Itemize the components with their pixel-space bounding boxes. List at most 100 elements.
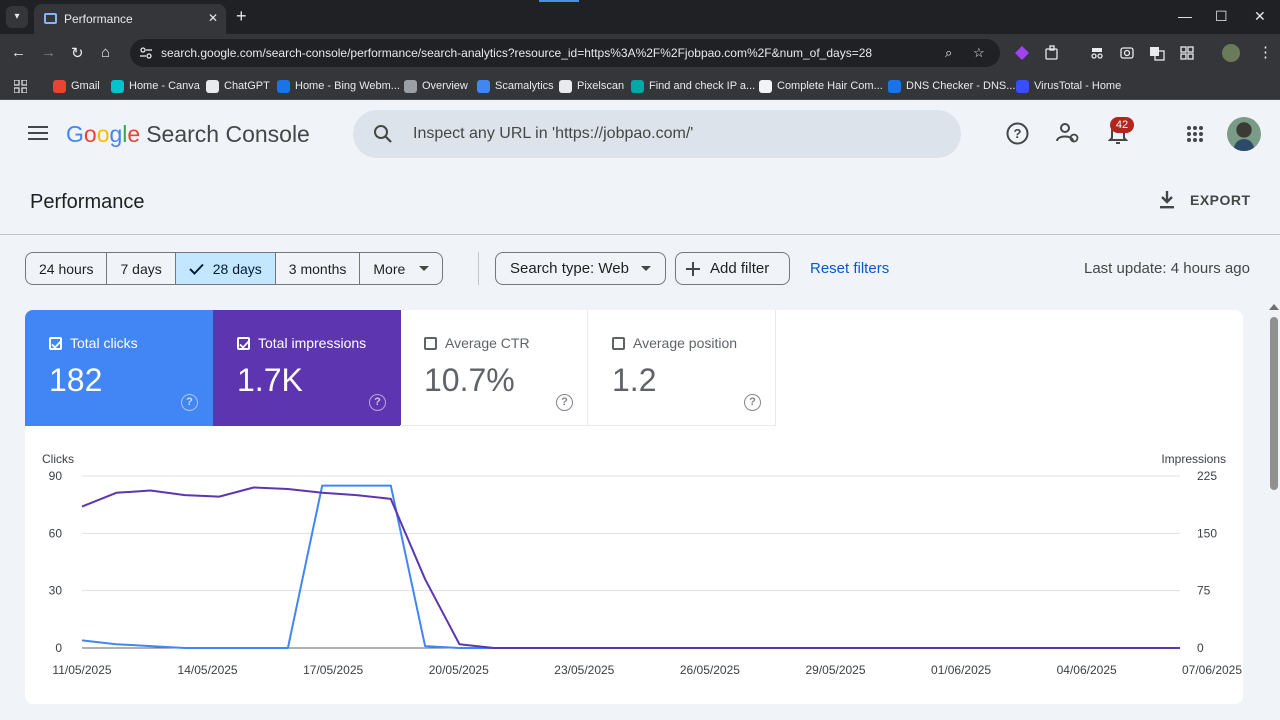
x-tick-label: 14/05/2025 — [178, 663, 238, 677]
bookmark-hair-company[interactable]: Complete Hair Com... — [759, 77, 883, 95]
performance-chart[interactable]: Clicks Impressions 0 30 60 90 0 75 150 225 11/05… — [25, 310, 1243, 704]
plus-icon — [686, 261, 700, 276]
close-window-icon[interactable]: ✕ — [1254, 8, 1266, 24]
bookmark-ip-checker[interactable]: Find and check IP a... — [631, 77, 755, 95]
extension-camera-icon[interactable] — [1119, 45, 1135, 61]
bookmark-gmail[interactable]: Gmail — [53, 77, 100, 95]
checkbox-unchecked-icon[interactable] — [612, 337, 625, 350]
help-circle-icon[interactable]: ? — [744, 394, 761, 411]
bookmarks-bar: Gmail Home - Canva ChatGPT Home - Bing W… — [0, 72, 1280, 100]
tab-search-button[interactable]: ▾ — [6, 6, 28, 28]
metric-total-impressions[interactable]: Total impressions 1.7K ? — [213, 310, 401, 426]
checkbox-checked-icon[interactable] — [49, 337, 62, 350]
close-tab-icon[interactable]: ✕ — [207, 11, 218, 25]
range-28-days-button[interactable]: 28 days — [175, 253, 276, 284]
canva-icon — [111, 79, 124, 93]
search-console-favicon-icon — [44, 13, 57, 24]
overview-icon — [404, 79, 417, 93]
bookmark-pixelscan[interactable]: Pixelscan — [559, 77, 624, 95]
range-7-days-button[interactable]: 7 days — [107, 253, 176, 284]
forward-icon[interactable]: → — [41, 44, 56, 61]
bookmark-overview[interactable]: Overview — [404, 77, 468, 95]
right-tick-label: 225 — [1197, 469, 1217, 483]
right-axis-title: Impressions — [1161, 452, 1226, 466]
bookmark-canva[interactable]: Home - Canva — [111, 77, 200, 95]
page-title: Performance — [30, 191, 145, 213]
series-line-total-impressions[interactable] — [81, 486, 1180, 649]
extension-translate-icon[interactable] — [1149, 45, 1165, 61]
virustotal-icon — [1016, 79, 1029, 93]
left-tick-label: 60 — [49, 526, 63, 540]
download-icon — [1160, 191, 1174, 209]
extensions-puzzle-icon[interactable] — [1044, 45, 1060, 61]
metric-label: Total impressions — [258, 335, 367, 351]
zoom-icon[interactable]: ⌕ — [945, 45, 953, 60]
header-divider — [0, 234, 1280, 235]
metric-average-ctr[interactable]: Average CTR 10.7% ? — [400, 310, 588, 426]
user-settings-icon[interactable] — [1056, 122, 1080, 144]
range-24-hours-button[interactable]: 24 hours — [26, 253, 108, 284]
address-bar[interactable]: search.google.com/search-console/perform… — [130, 39, 1000, 67]
search-console-logo[interactable]: Google Search Console — [66, 121, 310, 147]
filter-divider — [478, 252, 479, 285]
reset-filters-link[interactable]: Reset filters — [810, 260, 890, 277]
metric-value: 1.7K — [237, 362, 303, 398]
bookmark-scamalytics[interactable]: Scamalytics — [477, 77, 554, 95]
help-icon[interactable]: ? — [1006, 122, 1029, 145]
new-tab-icon[interactable]: + — [236, 6, 247, 26]
bookmark-virustotal[interactable]: VirusTotal - Home — [1016, 77, 1121, 95]
url-inspection-input[interactable] — [413, 122, 933, 146]
range-more-dropdown[interactable]: More — [360, 253, 442, 284]
help-circle-icon[interactable]: ? — [369, 394, 386, 411]
metric-total-clicks[interactable]: Total clicks 182 ? — [25, 310, 213, 426]
browser-profile-avatar[interactable] — [1222, 44, 1240, 62]
extension-incognito-icon[interactable] — [1089, 45, 1105, 61]
export-button[interactable]: EXPORT — [1158, 190, 1251, 210]
x-tick-label: 07/06/2025 — [1182, 663, 1242, 677]
google-apps-icon[interactable] — [1186, 125, 1204, 143]
home-icon[interactable]: ⌂ — [101, 44, 111, 61]
x-tick-label: 29/05/2025 — [805, 663, 865, 677]
bookmark-dns-checker[interactable]: DNS Checker - DNS... — [888, 77, 1015, 95]
checkbox-checked-icon[interactable] — [237, 337, 250, 350]
metric-value: 10.7% — [424, 362, 515, 398]
dropdown-arrow-icon — [640, 265, 651, 271]
account-avatar[interactable] — [1227, 117, 1261, 151]
back-icon[interactable]: ← — [11, 44, 26, 61]
bookmark-star-icon[interactable]: ☆ — [973, 45, 985, 60]
apps-grid-icon[interactable] — [14, 80, 27, 93]
scroll-up-arrow-icon[interactable] — [1269, 304, 1279, 310]
scrollbar-thumb[interactable] — [1270, 317, 1278, 490]
dropdown-arrow-icon — [419, 265, 430, 271]
browser-menu-icon[interactable]: ⋮ — [1258, 44, 1273, 61]
add-filter-button[interactable]: Add filter — [675, 252, 790, 285]
metric-label: Average position — [633, 335, 738, 351]
bookmark-bing-webmaster[interactable]: Home - Bing Webm... — [277, 77, 400, 95]
dns-checker-icon — [888, 79, 901, 93]
url-inspection-search[interactable] — [353, 110, 961, 158]
browser-toolbar: ← → ↻ ⌂ search.google.com/search-console… — [0, 34, 1280, 72]
range-3-months-button[interactable]: 3 months — [276, 253, 361, 284]
search-type-dropdown[interactable]: Search type: Web — [495, 252, 666, 285]
right-tick-label: 0 — [1197, 641, 1204, 655]
main-menu-icon[interactable] — [28, 126, 48, 142]
x-tick-label: 26/05/2025 — [680, 663, 740, 677]
site-info-icon[interactable] — [139, 46, 153, 60]
browser-tab-bar: ▾ Performance ✕ + — ☐ ✕ — [0, 0, 1280, 34]
scamalytics-icon — [477, 79, 490, 93]
search-icon — [374, 125, 392, 143]
minimize-icon[interactable]: — — [1178, 8, 1192, 24]
bookmark-chatgpt[interactable]: ChatGPT — [206, 77, 270, 95]
help-circle-icon[interactable]: ? — [181, 394, 198, 411]
browser-tab-performance[interactable]: Performance ✕ — [34, 4, 226, 34]
extension-grid-icon[interactable] — [1179, 45, 1195, 61]
url-text: search.google.com/search-console/perform… — [161, 46, 873, 60]
reload-icon[interactable]: ↻ — [71, 45, 84, 62]
maximize-icon[interactable]: ☐ — [1215, 8, 1228, 24]
extension-diamond-icon[interactable] — [1014, 45, 1030, 61]
series-line-total-clicks[interactable] — [81, 484, 1180, 649]
metric-average-position[interactable]: Average position 1.2 ? — [588, 310, 776, 426]
help-circle-icon[interactable]: ? — [556, 394, 573, 411]
checkbox-unchecked-icon[interactable] — [424, 337, 437, 350]
x-tick-label: 17/05/2025 — [303, 663, 363, 677]
